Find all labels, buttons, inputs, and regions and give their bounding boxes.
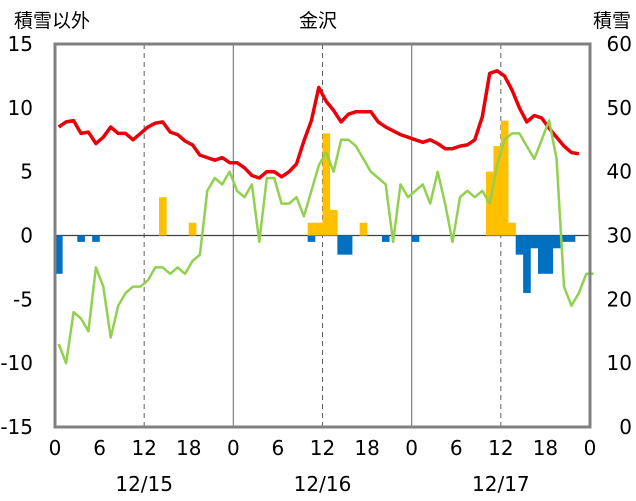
line-green_line — [57, 119, 594, 365]
right-tick-label: 20 — [607, 287, 632, 311]
bar-blue_bars-64 — [530, 235, 539, 249]
bar-yellow_bars-41 — [359, 222, 368, 236]
x-tick-label: 12 — [131, 436, 156, 460]
bar-blue_bars-3 — [77, 235, 85, 242]
bar-blue_bars-68 — [560, 235, 568, 242]
bar-yellow_bars-34 — [307, 222, 316, 236]
bar-yellow_bars-61 — [508, 222, 516, 236]
x-tick-label: 12 — [310, 436, 335, 460]
x-tick-label: 6 — [450, 436, 463, 460]
bar-blue_bars-63 — [523, 235, 531, 293]
right-tick-label: 0 — [619, 415, 632, 439]
bar-series — [55, 120, 576, 293]
x-tick-label: 12 — [488, 436, 513, 460]
date-labels: 12/15 12/16 12/17 — [115, 472, 529, 496]
x-tick-label: 6 — [93, 436, 106, 460]
bar-yellow_bars-18 — [188, 222, 197, 236]
bar-yellow_bars-35 — [315, 222, 323, 236]
right-tick-label: 40 — [607, 160, 632, 184]
x-tick-label: 18 — [354, 436, 379, 460]
date-label: 12/17 — [472, 472, 530, 496]
x-tick-label: 18 — [176, 436, 201, 460]
x-tick-label: 6 — [272, 436, 285, 460]
bar-blue_bars-66 — [545, 235, 554, 274]
bar-blue_bars-39 — [344, 235, 353, 255]
x-tick-label: 0 — [227, 436, 240, 460]
bar-blue_bars-5 — [92, 235, 100, 242]
left-tick-label: 15 — [8, 32, 33, 56]
bar-yellow_bars-14 — [159, 197, 167, 236]
bar-yellow_bars-60 — [500, 120, 509, 236]
x-tick-label: 0 — [405, 436, 418, 460]
x-tick-label: 18 — [533, 436, 558, 460]
line-series — [55, 69, 594, 429]
bar-blue_bars-44 — [381, 235, 390, 242]
left-axis-title: 積雪以外 — [14, 10, 90, 32]
right-axis-title: 積雪 — [593, 10, 631, 32]
left-tick-label: 0 — [20, 224, 33, 248]
bar-blue_bars-38 — [337, 235, 345, 255]
bar-blue_bars-67 — [552, 235, 561, 249]
bar-yellow_bars-36 — [322, 133, 331, 236]
right-tick-label: 50 — [607, 96, 632, 120]
chart-title: 金沢 — [299, 10, 337, 32]
bar-blue_bars-62 — [515, 235, 524, 255]
bar-yellow_bars-59 — [493, 146, 502, 236]
right-tick-label: 10 — [607, 351, 632, 375]
left-tick-label: -10 — [0, 351, 33, 375]
bar-blue_bars-65 — [537, 235, 546, 274]
bar-blue_bars-34 — [307, 235, 316, 242]
bar-yellow_bars-37 — [329, 209, 338, 236]
right-axis-ticks: 60 50 40 30 20 10 0 — [607, 32, 632, 439]
right-tick-label: 60 — [607, 32, 632, 56]
left-tick-label: -15 — [0, 415, 33, 439]
x-axis-ticks: 0 6 12 18 0 6 12 18 0 6 12 18 0 — [49, 436, 597, 460]
bar-blue_bars-48 — [411, 235, 420, 242]
left-axis-ticks: 15 10 5 0 -5 -10 -15 — [0, 32, 33, 439]
date-label: 12/15 — [115, 472, 173, 496]
bar-blue_bars-0 — [55, 235, 63, 274]
line-red_line — [57, 69, 580, 180]
date-label: 12/16 — [294, 472, 352, 496]
left-tick-label: 10 — [8, 96, 33, 120]
x-tick-label: 0 — [584, 436, 597, 460]
x-tick-label: 0 — [49, 436, 62, 460]
right-tick-label: 30 — [607, 224, 632, 248]
plot-frame — [53, 42, 592, 429]
frame-border — [53, 42, 592, 429]
bar-blue_bars-69 — [567, 235, 576, 242]
left-tick-label: 5 — [20, 160, 33, 184]
left-tick-label: -5 — [13, 287, 33, 311]
